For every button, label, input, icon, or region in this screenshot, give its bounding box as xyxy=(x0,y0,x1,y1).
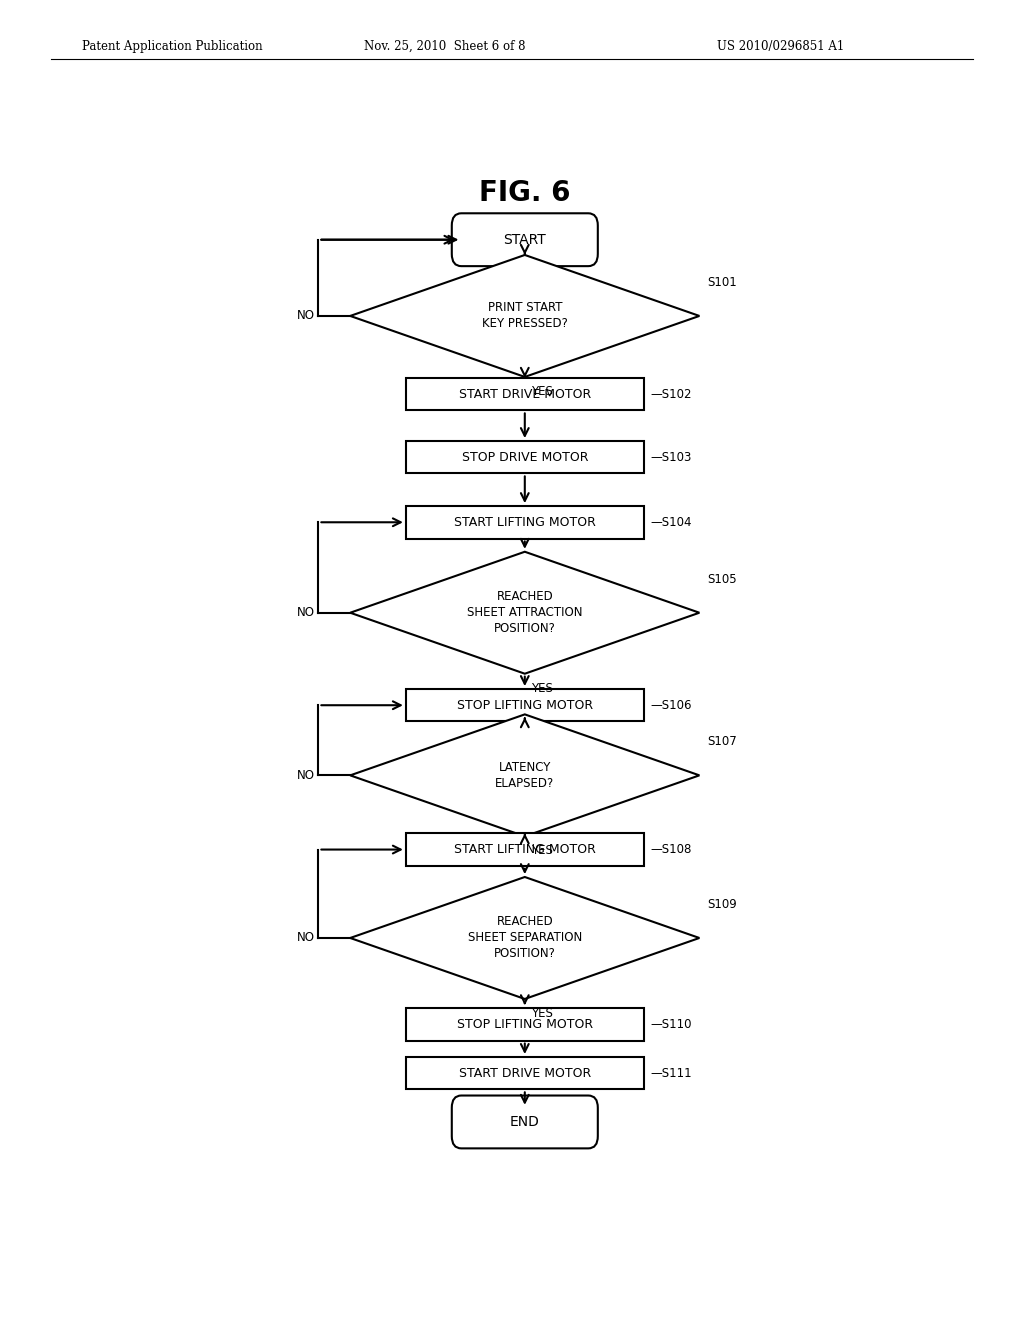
Bar xyxy=(406,378,644,411)
Bar xyxy=(406,833,644,866)
Text: FIG. 6: FIG. 6 xyxy=(479,178,570,207)
Text: NO: NO xyxy=(297,309,314,322)
Text: NO: NO xyxy=(297,768,314,781)
FancyBboxPatch shape xyxy=(452,1096,598,1148)
Bar xyxy=(406,441,644,474)
Text: STOP LIFTING MOTOR: STOP LIFTING MOTOR xyxy=(457,698,593,711)
Text: US 2010/0296851 A1: US 2010/0296851 A1 xyxy=(717,40,844,53)
Text: Patent Application Publication: Patent Application Publication xyxy=(82,40,262,53)
FancyBboxPatch shape xyxy=(452,214,598,267)
Text: S105: S105 xyxy=(708,573,737,586)
Text: YES: YES xyxy=(531,682,553,694)
Bar xyxy=(406,689,644,722)
Text: —S106: —S106 xyxy=(650,698,691,711)
Text: —S111: —S111 xyxy=(650,1067,692,1080)
Text: —S102: —S102 xyxy=(650,388,691,401)
Bar xyxy=(406,506,644,539)
Text: START DRIVE MOTOR: START DRIVE MOTOR xyxy=(459,388,591,401)
Text: STOP DRIVE MOTOR: STOP DRIVE MOTOR xyxy=(462,450,588,463)
Text: START LIFTING MOTOR: START LIFTING MOTOR xyxy=(454,843,596,857)
Text: —S108: —S108 xyxy=(650,843,691,857)
Text: START: START xyxy=(504,232,546,247)
Text: YES: YES xyxy=(531,1007,553,1020)
Text: STOP LIFTING MOTOR: STOP LIFTING MOTOR xyxy=(457,1018,593,1031)
Text: START LIFTING MOTOR: START LIFTING MOTOR xyxy=(454,516,596,529)
Text: Nov. 25, 2010  Sheet 6 of 8: Nov. 25, 2010 Sheet 6 of 8 xyxy=(364,40,525,53)
Text: —S110: —S110 xyxy=(650,1018,691,1031)
Text: REACHED
SHEET ATTRACTION
POSITION?: REACHED SHEET ATTRACTION POSITION? xyxy=(467,590,583,635)
Polygon shape xyxy=(350,714,699,837)
Text: YES: YES xyxy=(531,845,553,858)
Text: PRINT START
KEY PRESSED?: PRINT START KEY PRESSED? xyxy=(482,301,567,330)
Bar xyxy=(406,1057,644,1089)
Text: S109: S109 xyxy=(708,898,737,911)
Polygon shape xyxy=(350,876,699,999)
Bar xyxy=(406,1008,644,1040)
Text: —S103: —S103 xyxy=(650,450,691,463)
Text: LATENCY
ELAPSED?: LATENCY ELAPSED? xyxy=(496,760,554,789)
Text: NO: NO xyxy=(297,932,314,945)
Text: NO: NO xyxy=(297,606,314,619)
Text: START DRIVE MOTOR: START DRIVE MOTOR xyxy=(459,1067,591,1080)
Text: REACHED
SHEET SEPARATION
POSITION?: REACHED SHEET SEPARATION POSITION? xyxy=(468,916,582,961)
Text: —S104: —S104 xyxy=(650,516,691,529)
Polygon shape xyxy=(350,255,699,378)
Text: YES: YES xyxy=(531,385,553,399)
Text: END: END xyxy=(510,1115,540,1129)
Text: S101: S101 xyxy=(708,276,737,289)
Text: S107: S107 xyxy=(708,735,737,748)
Polygon shape xyxy=(350,552,699,673)
